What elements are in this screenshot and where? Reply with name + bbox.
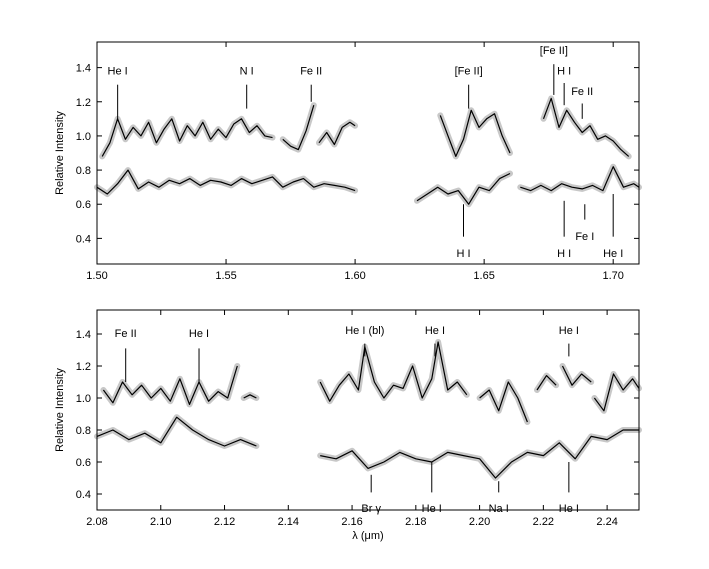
line-label: He I	[603, 248, 623, 260]
lower-line-annotations: Fe II He I He I (bl) He I He I Br γ He I…	[115, 325, 579, 515]
x-tick-label: 2.14	[278, 516, 299, 528]
x-tick-label: 2.12	[214, 516, 235, 528]
x-tick-label: 1.60	[344, 270, 365, 282]
spectrum-1-error-band	[317, 339, 470, 405]
spectrum-1-error-band	[540, 95, 632, 160]
x-tick-label: 2.10	[150, 516, 171, 528]
line-label: [Fe II]	[540, 45, 568, 57]
spectrum-2-error-band	[94, 414, 260, 449]
line-label: H I	[456, 248, 470, 260]
upper-plot-frame	[96, 41, 640, 265]
spectrum-2-error-band	[414, 170, 513, 208]
line-label: He I	[108, 65, 128, 77]
y-tick-label: 1.0	[76, 393, 91, 405]
x-tick-label: 1.50	[86, 270, 107, 282]
upper-panel: 0.4 0.6 0.8 1.0 1.2 1.4 1.50 1.55 1.60 1…	[54, 41, 642, 282]
lower-x-tick-labels: 2.08 2.10 2.12 2.14 2.16 2.18 2.20 2.22 …	[86, 516, 618, 528]
line-label: He I (bl)	[345, 325, 384, 337]
spectrum-1-line	[536, 375, 557, 391]
spectrum-1-error-band	[476, 379, 531, 425]
line-label: N I	[240, 65, 254, 77]
y-tick-label: 1.4	[76, 63, 91, 75]
x-tick-label: 2.20	[469, 516, 490, 528]
y-tick-label: 1.0	[76, 131, 91, 143]
lower-panel: 0.4 0.6 0.8 1.0 1.2 1.4 2.08 2.10 2.12 2…	[54, 309, 642, 542]
spectrum-1-line	[318, 121, 356, 146]
spectrum-1-line	[282, 105, 315, 151]
line-label: He I	[189, 328, 209, 340]
x-tick-label: 1.65	[473, 270, 494, 282]
spectrum-1-line	[101, 118, 273, 157]
x-tick-label: 2.16	[341, 516, 362, 528]
line-label: Fe II	[115, 328, 137, 340]
x-tick-label: 2.08	[86, 516, 107, 528]
spectrum-2-line	[96, 416, 257, 447]
spectrum-1-error-band	[100, 363, 241, 408]
y-tick-label: 1.2	[76, 97, 91, 109]
lower-spectra	[94, 339, 642, 481]
spectrum-1-line	[561, 365, 592, 386]
upper-line-annotations: He I N I Fe II [Fe II] [Fe II] H I Fe II…	[108, 45, 624, 260]
line-label: Na I	[489, 503, 509, 515]
spectrum-1-line	[542, 97, 630, 157]
spectrum-2-line	[96, 169, 356, 195]
x-tick-label: 2.22	[533, 516, 554, 528]
x-tick-label: 2.18	[405, 516, 426, 528]
upper-y-tick-labels: 0.4 0.6 0.8 1.0 1.2 1.4	[76, 63, 91, 246]
x-tick-label: 1.55	[215, 270, 236, 282]
y-tick-label: 0.4	[76, 233, 91, 245]
line-label: [Fe II]	[455, 65, 483, 77]
lower-x-axis-label: λ (μm)	[352, 530, 383, 542]
spectrum-2-error-band	[94, 167, 359, 197]
y-tick-label: 0.8	[76, 425, 91, 437]
spectrum-1-line	[593, 373, 640, 412]
line-label: He I	[422, 503, 442, 515]
y-tick-label: 1.4	[76, 329, 91, 341]
spectrum-2-line	[416, 172, 511, 205]
spectrum-2-line	[520, 166, 640, 192]
spectrum-1-error-band	[316, 119, 359, 148]
y-tick-label: 1.2	[76, 361, 91, 373]
spectrum-1-line	[102, 365, 238, 405]
y-tick-label: 0.6	[76, 199, 91, 211]
spectrum-1-line	[319, 341, 468, 402]
y-tick-label: 0.8	[76, 165, 91, 177]
spectrum-1-error-band	[99, 115, 276, 160]
line-label: H I	[557, 248, 571, 260]
upper-spectra	[94, 95, 642, 208]
line-label: Fe I	[575, 231, 594, 243]
line-label: H I	[557, 65, 571, 77]
y-tick-label: 0.6	[76, 457, 91, 469]
line-label: Br γ	[361, 503, 381, 515]
line-label: Fe II	[571, 86, 593, 98]
lower-y-axis-label: Relative Intensity	[54, 368, 66, 452]
x-tick-label: 1.70	[602, 270, 623, 282]
upper-x-tick-labels: 1.50 1.55 1.60 1.65 1.70	[86, 270, 624, 282]
spectrum-1-line	[439, 109, 511, 157]
spectrum-1-error-band	[437, 107, 513, 160]
line-label: Fe II	[300, 65, 322, 77]
spectrum-2-line	[320, 429, 639, 479]
line-label: He I	[559, 325, 579, 337]
x-tick-label: 2.24	[596, 516, 617, 528]
upper-y-axis-label: Relative Intensity	[54, 111, 66, 195]
lower-plot-frame	[96, 309, 640, 511]
line-label: He I	[425, 325, 445, 337]
spectrum-1-line	[479, 381, 528, 423]
lower-y-tick-labels: 0.4 0.6 0.8 1.0 1.2 1.4	[76, 329, 91, 501]
y-tick-label: 0.4	[76, 489, 91, 501]
spectrum-1-line	[243, 394, 257, 399]
line-label: He I	[559, 503, 579, 515]
